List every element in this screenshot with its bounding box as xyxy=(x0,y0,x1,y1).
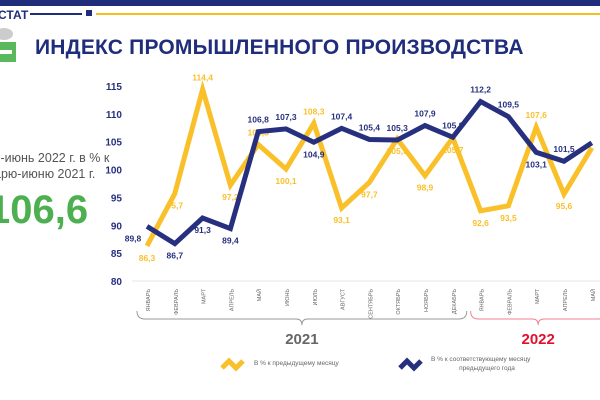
data-label: 107,3 xyxy=(275,112,297,122)
y-tick-label: 95 xyxy=(111,193,123,204)
data-label: 93,5 xyxy=(500,213,517,223)
x-tick-label: МАЙ xyxy=(255,289,263,301)
data-label: 93,1 xyxy=(333,215,350,225)
y-tick-label: 85 xyxy=(111,249,123,260)
header-divider-yellow xyxy=(96,13,600,15)
data-label: 109,5 xyxy=(498,100,520,110)
year-label: 2021 xyxy=(285,331,318,348)
data-label: 97,7 xyxy=(361,189,378,199)
data-label: 89,4 xyxy=(222,236,239,246)
data-label: 95,6 xyxy=(556,201,573,211)
data-label: 91,3 xyxy=(194,225,211,235)
data-label: 107,4 xyxy=(331,111,353,121)
data-label: 101,5 xyxy=(553,144,575,154)
data-label: 95,7 xyxy=(167,201,184,211)
data-label: 105,5 xyxy=(387,146,409,156)
header-square xyxy=(86,10,92,16)
y-tick-label: 90 xyxy=(111,221,123,232)
data-label: 103,1 xyxy=(526,159,548,169)
data-label: 107,9 xyxy=(414,109,436,119)
data-label: 105,7 xyxy=(442,145,464,155)
data-label: 105,8 xyxy=(442,120,464,130)
data-label: 100,1 xyxy=(275,176,297,186)
data-label: 92,6 xyxy=(472,218,489,228)
summary-line-1: ь-июнь 2022 г. в % к xyxy=(0,151,110,165)
x-tick-label: МАРТ xyxy=(535,288,541,304)
year-brace xyxy=(136,310,468,326)
x-tick-label: АПРЕЛЬ xyxy=(229,289,235,312)
x-tick-label: СЕНТЯБРЬ xyxy=(368,289,374,319)
x-tick-label: НОЯБРЬ xyxy=(424,289,430,312)
page-title: ИНДЕКС ПРОМЫШЛЕННОГО ПРОИЗВОДСТВА xyxy=(35,36,524,59)
summary-value: 106,6 xyxy=(0,188,89,232)
data-label: 86,3 xyxy=(139,253,156,263)
data-label: 105,4 xyxy=(359,122,381,132)
legend-label-mom: В % к предыдущему месяцу xyxy=(254,360,340,367)
header-divider xyxy=(30,13,82,15)
x-tick-label: ФЕВРАЛЬ xyxy=(507,289,513,315)
data-label: 89,8 xyxy=(125,233,142,243)
y-tick-label: 110 xyxy=(106,110,123,121)
x-tick-label: АВГУСТ xyxy=(341,288,347,310)
data-label: 106,8 xyxy=(248,115,270,125)
legend-swatch-mom xyxy=(220,357,245,372)
x-tick-label: ДЕКАБРЬ xyxy=(452,289,458,315)
x-tick-label: ОКТЯБРЬ xyxy=(396,289,402,315)
x-tick-label: МАЙ xyxy=(589,289,597,301)
y-tick-label: 80 xyxy=(111,277,123,288)
year-brace xyxy=(470,310,600,326)
data-label: 114,4 xyxy=(192,72,213,82)
data-label: 112,2 xyxy=(470,85,491,95)
top-bar xyxy=(0,0,600,6)
summary-caption: ь-июнь 2022 г. в % к арю-июню 2021 г. xyxy=(0,150,109,182)
y-tick-label: 105 xyxy=(105,138,122,149)
data-label: 86,7 xyxy=(167,251,184,261)
x-tick-label: ИЮНЬ xyxy=(285,289,291,306)
summary-line-2: арю-июню 2021 г. xyxy=(0,167,96,181)
data-label: 104,9 xyxy=(303,149,325,159)
x-tick-label: ИЮЛЬ xyxy=(313,289,319,306)
x-tick-label: ЯНВАРЬ xyxy=(480,289,486,312)
y-tick-label: 115 xyxy=(106,82,123,93)
data-label: 107,6 xyxy=(526,110,548,120)
legend-swatch-yoy xyxy=(398,357,423,372)
data-label: 97,2 xyxy=(222,192,239,202)
x-tick-label: ФЕВРАЛЬ xyxy=(174,289,180,315)
y-tick-label: 100 xyxy=(105,166,122,177)
data-label: 105,3 xyxy=(387,123,409,133)
year-label: 2022 xyxy=(522,331,555,348)
data-label: 108,3 xyxy=(303,106,325,116)
x-tick-label: АПРЕЛЬ xyxy=(563,289,569,312)
legend-label-yoy-2: предыдущего года xyxy=(459,365,515,372)
data-label: 98,9 xyxy=(417,183,434,193)
brand-logo-text: СТАТ xyxy=(0,8,29,22)
factory-icon xyxy=(0,28,16,62)
legend-label-yoy-1: В % к соответствующему месяцу xyxy=(431,356,531,363)
x-tick-label: ЯНВАРЬ xyxy=(146,289,152,312)
x-tick-label: МАРТ xyxy=(202,288,208,304)
